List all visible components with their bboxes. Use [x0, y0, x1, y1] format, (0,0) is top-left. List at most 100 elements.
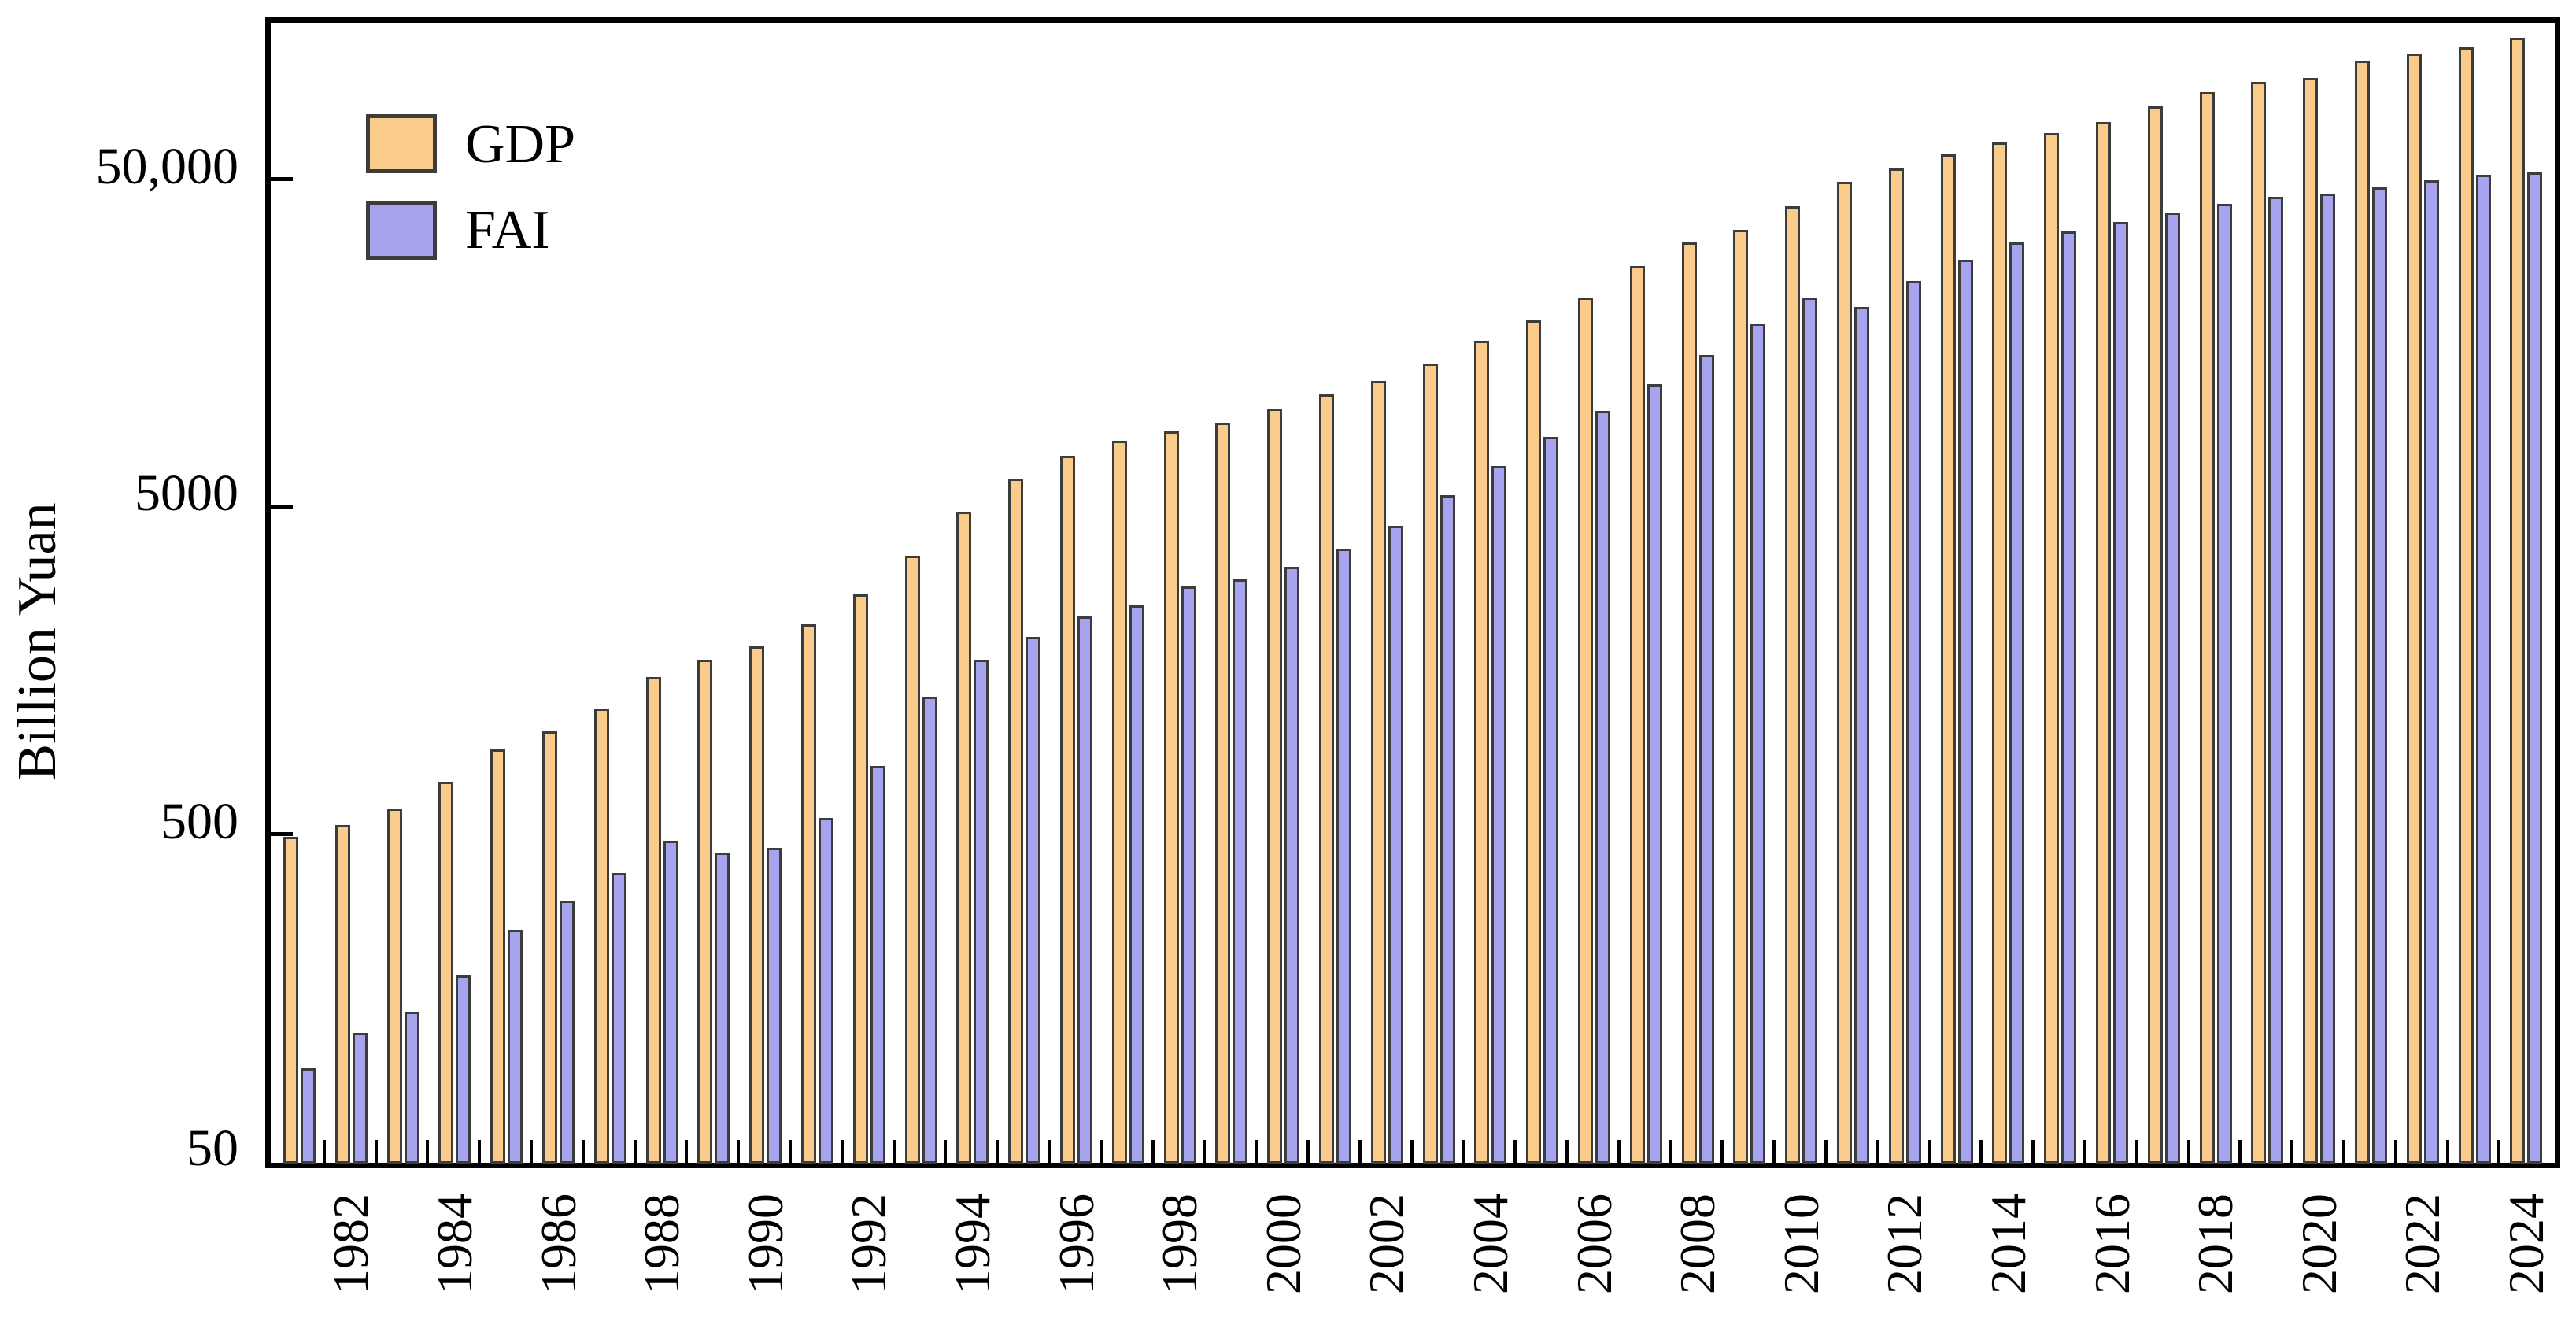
gdp-bar-1995 — [1008, 478, 1024, 1164]
gdp-bar-2024 — [2510, 37, 2526, 1164]
y-tick-label-5000: 5000 — [135, 464, 238, 522]
x-tick-22 — [1462, 1140, 1465, 1164]
x-tick-9 — [789, 1140, 792, 1164]
gdp-bar-2001 — [1319, 394, 1334, 1164]
gdp-bar-2023 — [2458, 46, 2474, 1164]
gdp-bar-2000 — [1267, 409, 1283, 1164]
x-tick-label-2004: 2004 — [1462, 1193, 1518, 1294]
fai-bar-1982 — [352, 1033, 368, 1164]
x-tick-38 — [2290, 1140, 2294, 1164]
x-tick-6 — [633, 1140, 637, 1164]
fai-bar-2022 — [2423, 180, 2439, 1164]
x-tick-label-1992: 1992 — [841, 1193, 897, 1294]
x-tick-30 — [1876, 1140, 1879, 1164]
gdp-bar-2017 — [2147, 105, 2163, 1164]
gdp-bar-2014 — [1992, 142, 2008, 1164]
x-tick-label-2008: 2008 — [1669, 1193, 1726, 1294]
x-tick-label-2006: 2006 — [1565, 1193, 1622, 1294]
fai-bar-2015 — [2061, 231, 2077, 1164]
x-tick-20 — [1358, 1140, 1362, 1164]
x-tick-1 — [374, 1140, 378, 1164]
x-tick-label-1998: 1998 — [1151, 1193, 1208, 1294]
x-tick-32 — [1979, 1140, 1983, 1164]
fai-bar-2010 — [1802, 297, 1818, 1164]
x-tick-label-2016: 2016 — [2083, 1193, 2140, 1294]
gdp-bar-2021 — [2355, 60, 2370, 1164]
fai-bar-1998 — [1181, 586, 1196, 1164]
fai-bar-2019 — [2268, 196, 2284, 1164]
x-tick-35 — [2134, 1140, 2138, 1164]
x-tick-label-1982: 1982 — [323, 1193, 379, 1294]
y-tick-label-50: 50 — [187, 1119, 238, 1177]
gdp-bar-2003 — [1422, 364, 1438, 1164]
x-tick-37 — [2238, 1140, 2242, 1164]
x-tick-label-1990: 1990 — [737, 1193, 793, 1294]
fai-bar-2001 — [1336, 548, 1351, 1164]
fai-bar-1995 — [1026, 636, 1041, 1164]
gdp-bar-1991 — [801, 624, 816, 1164]
x-tick-34 — [2083, 1140, 2086, 1164]
gdp-bar-2008 — [1681, 242, 1697, 1164]
gdp-bar-2006 — [1578, 297, 1593, 1164]
x-tick-18 — [1255, 1140, 1258, 1164]
y-tick-label-500: 500 — [161, 793, 238, 850]
fai-bar-1990 — [767, 847, 782, 1164]
x-tick-label-1986: 1986 — [530, 1193, 586, 1294]
plot-frame — [265, 17, 2560, 1168]
y-axis-title: Billion Yuan — [7, 502, 68, 781]
gdp-bar-2009 — [1733, 230, 1749, 1164]
gdp-bar-2015 — [2044, 133, 2060, 1164]
fai-bar-2021 — [2372, 187, 2387, 1164]
x-tick-label-2012: 2012 — [1876, 1193, 1933, 1294]
fai-bar-2007 — [1646, 383, 1662, 1164]
fai-bar-2013 — [1957, 259, 1973, 1164]
fai-bar-1991 — [819, 817, 833, 1164]
fai-bar-1989 — [715, 852, 730, 1164]
x-tick-12 — [944, 1140, 948, 1164]
fai-bar-2018 — [2216, 204, 2232, 1164]
fai-bar-1999 — [1233, 579, 1248, 1164]
fai-bar-2002 — [1388, 525, 1403, 1164]
x-tick-7 — [685, 1140, 689, 1164]
y-tick-5000 — [271, 505, 293, 509]
x-tick-label-1984: 1984 — [426, 1193, 482, 1294]
fai-bar-2011 — [1854, 306, 1869, 1164]
gdp-bar-2016 — [2096, 121, 2111, 1164]
x-tick-label-2002: 2002 — [1358, 1193, 1415, 1294]
gdp-bar-1997 — [1111, 441, 1127, 1164]
fai-bar-1986 — [560, 901, 575, 1164]
gdp-bar-2019 — [2251, 82, 2267, 1164]
x-tick-0 — [322, 1140, 326, 1164]
x-tick-31 — [1927, 1140, 1931, 1164]
fai-bar-1987 — [611, 872, 626, 1164]
fai-bar-2023 — [2475, 175, 2491, 1164]
gdp-bar-2020 — [2303, 78, 2319, 1164]
legend-label-gdp: GDP — [465, 114, 576, 175]
fai-bar-1985 — [508, 930, 523, 1164]
gdp-bar-1982 — [334, 824, 350, 1164]
x-tick-label-1988: 1988 — [634, 1193, 690, 1294]
x-tick-11 — [892, 1140, 896, 1164]
gdp-bar-2012 — [1888, 168, 1904, 1164]
fai-bar-2008 — [1698, 354, 1714, 1164]
gdp-bar-1992 — [852, 594, 868, 1164]
gdp-bar-2004 — [1474, 340, 1490, 1164]
x-tick-42 — [2497, 1140, 2501, 1164]
x-tick-label-2020: 2020 — [2290, 1193, 2347, 1294]
x-tick-16 — [1151, 1140, 1155, 1164]
fai-bar-1981 — [301, 1068, 316, 1164]
x-tick-5 — [581, 1140, 585, 1164]
gdp-bar-1998 — [1163, 431, 1179, 1164]
gdp-bar-1987 — [593, 708, 609, 1164]
x-tick-26 — [1669, 1140, 1672, 1164]
fai-bar-2014 — [2009, 242, 2025, 1164]
legend-swatch-fai — [366, 201, 437, 260]
gdp-bar-2007 — [1629, 266, 1645, 1164]
fai-bar-1988 — [663, 840, 678, 1164]
fai-bar-2006 — [1595, 411, 1610, 1164]
fai-bar-2016 — [2113, 221, 2128, 1164]
x-tick-21 — [1410, 1140, 1414, 1164]
fai-bar-2009 — [1750, 323, 1766, 1164]
fai-bar-1994 — [974, 659, 989, 1164]
